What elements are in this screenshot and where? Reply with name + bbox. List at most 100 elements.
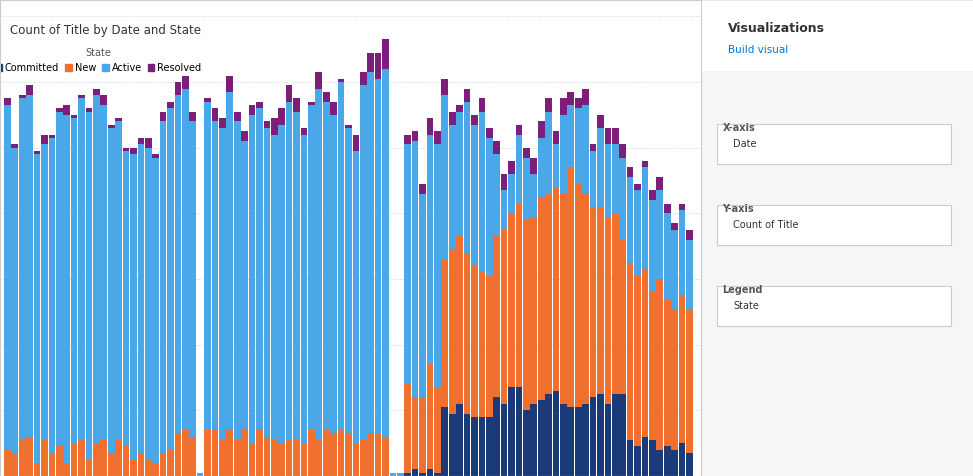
Text: Build visual: Build visual <box>728 45 788 55</box>
Bar <box>516 125 523 135</box>
Bar <box>530 404 537 476</box>
Bar <box>345 433 352 476</box>
Bar <box>352 135 359 151</box>
Bar <box>26 85 33 95</box>
Legend: Committed, New, Active, Resolved: Committed, New, Active, Resolved <box>0 48 201 72</box>
Bar <box>434 387 441 473</box>
Bar <box>18 99 25 440</box>
Bar <box>190 121 197 436</box>
Bar <box>278 125 285 443</box>
Bar <box>56 446 62 476</box>
Bar <box>315 89 322 440</box>
Bar <box>612 144 619 213</box>
Bar <box>4 105 11 450</box>
Bar <box>449 125 455 249</box>
Bar <box>686 308 693 453</box>
Bar <box>160 121 166 453</box>
Bar <box>538 138 545 197</box>
Bar <box>516 204 523 387</box>
Bar <box>627 177 633 263</box>
Bar <box>553 131 559 144</box>
Bar <box>49 138 55 453</box>
Bar <box>508 174 515 213</box>
Bar <box>130 460 137 476</box>
Bar <box>501 230 508 404</box>
Bar <box>538 400 545 476</box>
Bar <box>323 92 330 102</box>
Bar <box>567 105 574 168</box>
Bar <box>241 430 248 476</box>
Bar <box>26 436 33 476</box>
Bar <box>449 414 455 476</box>
Bar <box>471 115 478 125</box>
Bar <box>419 194 426 397</box>
Bar <box>108 453 115 476</box>
Bar <box>375 52 381 79</box>
Bar <box>456 404 463 476</box>
Bar <box>123 148 129 151</box>
Bar <box>657 450 664 476</box>
Bar <box>523 410 529 476</box>
Bar <box>545 111 552 194</box>
Text: X-axis: X-axis <box>722 123 755 133</box>
Bar <box>264 436 270 476</box>
Bar <box>234 111 240 121</box>
Bar <box>182 430 189 476</box>
Bar <box>338 82 344 430</box>
Text: Count of Title: Count of Title <box>734 220 799 230</box>
Bar <box>486 417 492 476</box>
Bar <box>627 440 633 476</box>
Bar <box>315 72 322 89</box>
Bar <box>419 184 426 194</box>
Bar <box>597 115 604 128</box>
Bar <box>412 131 418 141</box>
Bar <box>249 105 255 115</box>
Bar <box>308 105 314 430</box>
Bar <box>330 102 337 115</box>
Bar <box>308 102 314 105</box>
Bar <box>56 111 62 446</box>
Bar <box>301 443 307 476</box>
Bar <box>63 463 70 476</box>
Bar <box>293 111 300 440</box>
Bar <box>145 148 152 460</box>
Bar <box>41 440 48 476</box>
Bar <box>100 95 107 105</box>
Bar <box>493 237 500 397</box>
Bar <box>493 154 500 237</box>
Bar <box>12 144 18 148</box>
Bar <box>241 141 248 430</box>
Bar <box>686 453 693 476</box>
Bar <box>212 430 218 476</box>
Bar <box>464 89 470 102</box>
Bar <box>604 217 611 404</box>
Bar <box>93 89 99 95</box>
Bar <box>597 128 604 207</box>
Bar <box>442 407 449 476</box>
Bar <box>270 440 277 476</box>
Bar <box>368 52 374 72</box>
Bar <box>100 105 107 440</box>
Bar <box>456 105 463 111</box>
Bar <box>167 109 174 450</box>
Bar <box>293 99 300 111</box>
Bar <box>657 177 664 190</box>
Bar <box>717 286 952 327</box>
Bar <box>63 115 70 463</box>
Bar <box>137 138 144 144</box>
Bar <box>12 148 18 453</box>
Bar <box>575 99 582 109</box>
Bar <box>145 138 152 148</box>
Bar <box>123 151 129 446</box>
Bar <box>590 207 596 397</box>
Bar <box>293 440 300 476</box>
Bar <box>479 272 486 417</box>
Bar <box>249 115 255 443</box>
Bar <box>604 144 611 217</box>
Bar <box>464 414 470 476</box>
Bar <box>389 473 396 476</box>
Bar <box>301 128 307 135</box>
Bar <box>78 99 85 440</box>
Bar <box>560 404 566 476</box>
Bar <box>641 161 648 168</box>
